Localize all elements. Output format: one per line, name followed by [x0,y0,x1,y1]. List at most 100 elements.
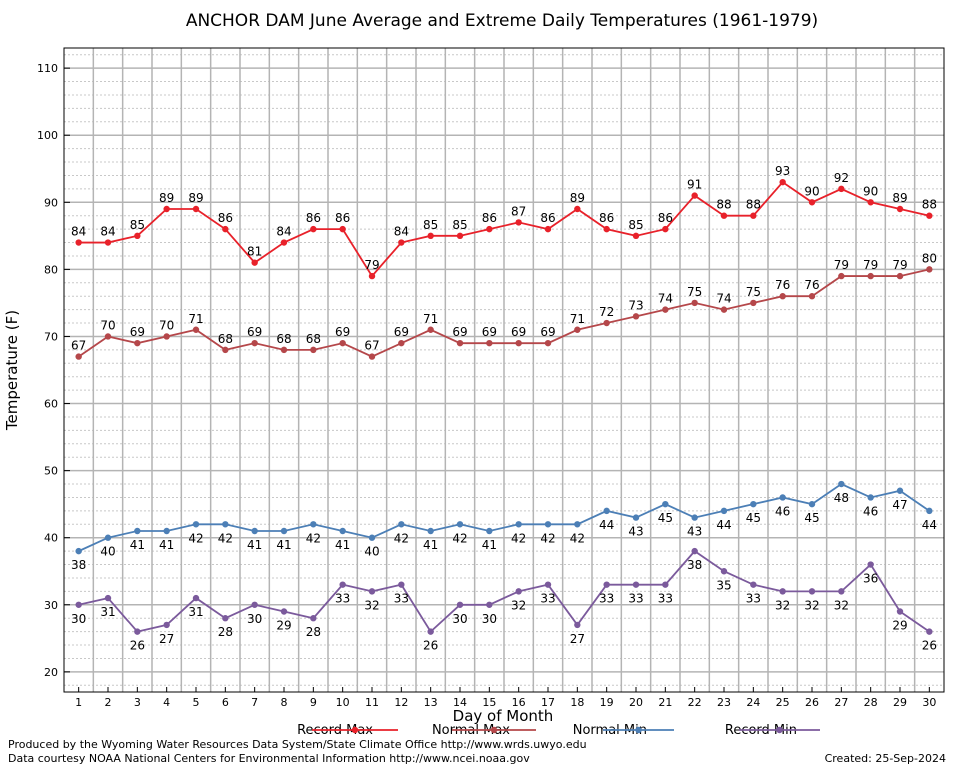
legend-marker-normal-min [635,726,642,734]
record-max-point [838,185,845,193]
record-max-value-label: 84 [394,225,409,239]
x-tick-label: 24 [746,696,760,709]
record-max-point [632,232,640,240]
x-tick-label: 23 [717,696,731,709]
y-axis-label: Temperature (F) [3,310,21,431]
normal-min-value-label: 41 [159,538,174,552]
x-tick-label: 14 [453,696,467,709]
normal-min-point [515,521,522,528]
record-max-point [691,192,698,199]
normal-max-point [779,293,786,300]
record-min-value-label: 32 [775,598,790,612]
record-min-value-label: 32 [511,598,526,612]
footer-produced-by: Produced by the Wyoming Water Resources … [8,738,587,751]
normal-max-value-label: 69 [540,325,555,339]
record-min-value-label: 36 [863,572,878,586]
x-tick-label: 17 [541,696,555,709]
record-min-value-label: 30 [71,612,86,626]
record-min-point [134,628,141,635]
normal-max-point [603,319,610,327]
normal-min-value-label: 38 [71,558,86,572]
record-min-value-label: 31 [188,605,203,619]
normal-max-point [838,272,845,280]
normal-max-value-label: 71 [188,312,203,326]
record-min-value-label: 33 [394,592,409,606]
x-tick-label: 28 [864,696,878,709]
y-tick-label: 40 [44,532,58,545]
normal-max-point [926,266,933,273]
record-max-point [867,199,874,206]
record-max-value-label: 88 [922,198,937,212]
normal-max-point [867,272,874,280]
record-max-point [398,239,405,246]
record-max-value-label: 86 [335,211,350,225]
x-axis-label: Day of Month [453,707,554,725]
normal-min-value-label: 42 [306,531,321,545]
normal-max-point [368,353,376,360]
record-max-value-label: 92 [834,171,849,185]
normal-min-point [398,521,405,528]
x-tick-label: 29 [893,696,907,709]
record-max-value-label: 93 [775,164,790,178]
record-max-value-label: 86 [306,211,321,225]
normal-min-point [544,521,552,528]
record-min-point [808,588,816,595]
record-min-value-label: 32 [834,598,849,612]
record-min-value-label: 26 [130,639,145,653]
x-tick-label: 15 [482,696,496,709]
normal-max-point [339,339,346,347]
record-max-value-label: 89 [570,191,585,205]
record-max-value-label: 90 [804,184,819,198]
x-tick-label: 25 [776,696,790,709]
record-min-point [750,581,757,588]
record-max-point [222,225,229,233]
normal-min-line [78,483,930,552]
record-min-point [867,561,874,568]
x-tick-label: 7 [251,696,258,709]
normal-min-point [838,480,845,488]
record-max-line [78,180,930,278]
x-tick-label: 26 [805,696,819,709]
normal-min-value-label: 42 [188,531,203,545]
record-min-point [310,615,317,622]
record-max-value-label: 86 [599,211,614,225]
record-max-value-label: 89 [892,191,907,205]
normal-min-point [632,514,640,521]
normal-min-value-label: 47 [892,498,907,512]
record-min-value-label: 28 [306,625,321,639]
normal-min-value-label: 45 [658,511,673,525]
normal-max-point [310,346,317,354]
record-min-value-label: 27 [570,632,585,646]
normal-max-value-label: 69 [452,325,467,339]
normal-min-point [662,500,669,508]
normal-min-value-label: 44 [716,518,731,532]
normal-max-point [515,339,522,347]
record-min-point [163,621,170,629]
normal-max-value-label: 71 [423,312,438,326]
record-max-point [456,232,464,240]
normal-min-point [427,527,434,535]
record-max-point [926,212,933,219]
normal-max-value-label: 69 [511,325,526,339]
normal-max-value-label: 79 [834,258,849,272]
record-min-point [603,581,610,588]
x-tick-label: 21 [658,696,672,709]
record-max-value-label: 91 [687,178,702,192]
record-max-value-label: 85 [423,218,438,232]
record-min-point [926,628,933,635]
x-tick-label: 5 [193,696,200,709]
record-min-value-label: 31 [100,605,115,619]
x-tick-label: 12 [394,696,408,709]
record-max-point [720,212,728,219]
record-min-value-label: 27 [159,632,174,646]
y-tick-label: 30 [44,599,58,612]
record-min-point [75,601,82,608]
record-min-point [222,615,229,622]
normal-min-point [750,500,757,508]
record-max-value-label: 88 [716,198,731,212]
record-min-point [251,601,258,608]
record-min-point [896,608,904,615]
record-min-value-label: 33 [599,592,614,606]
